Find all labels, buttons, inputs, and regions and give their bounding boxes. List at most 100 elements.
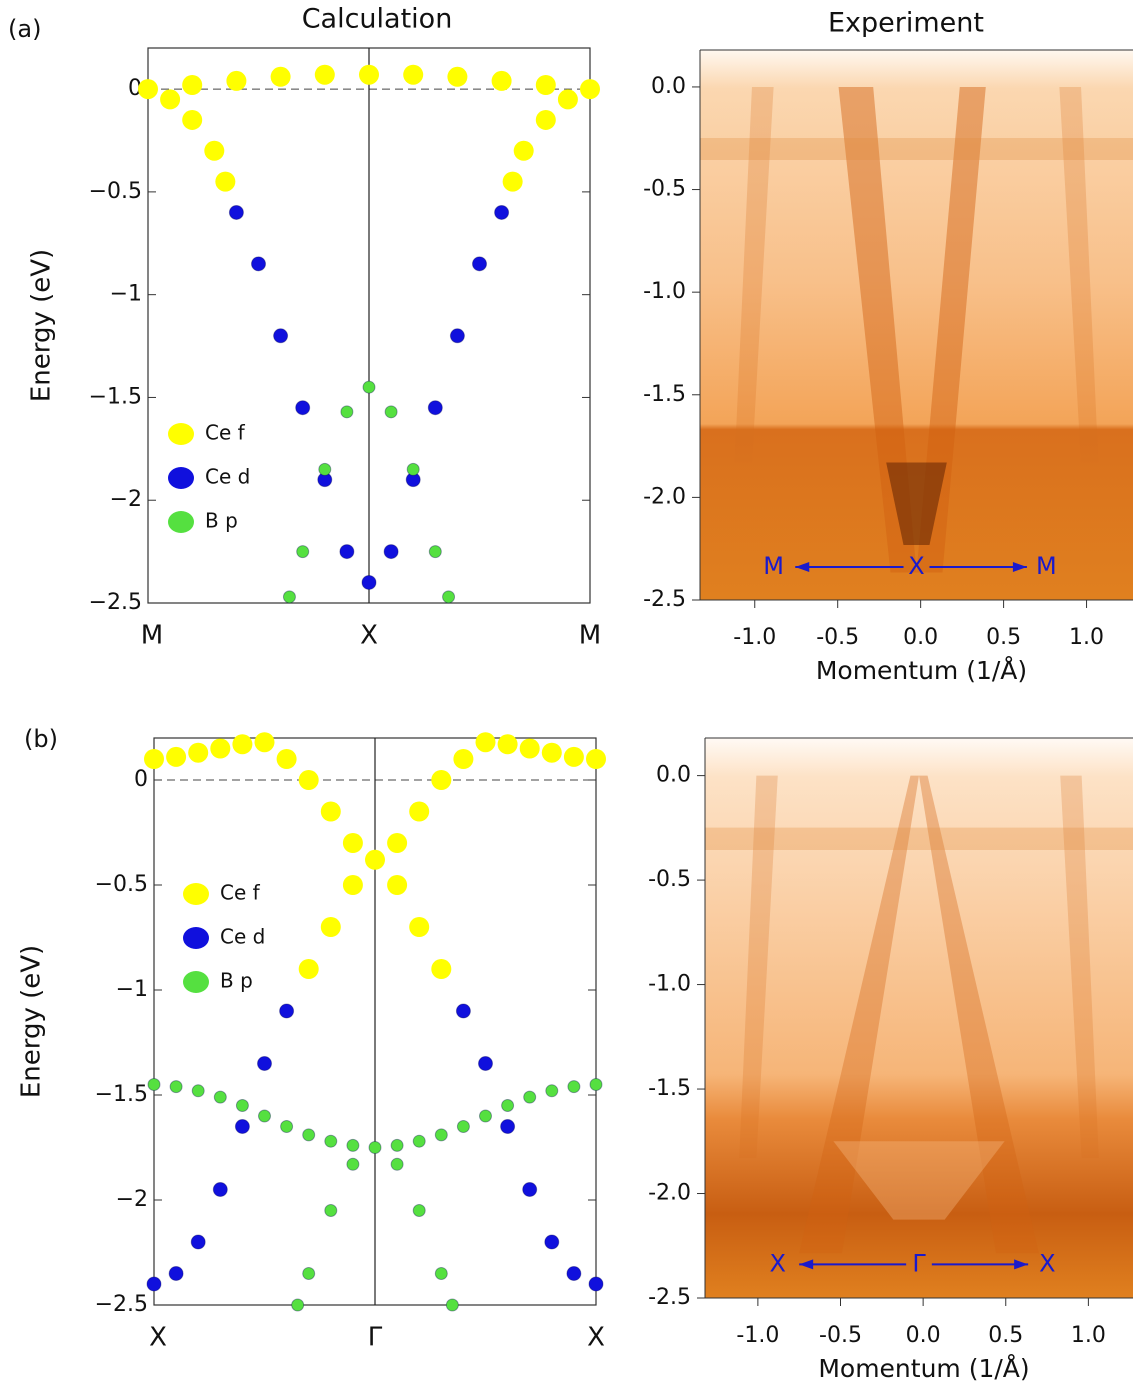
- panel: M X M −2.5 −2 −1.5 −1 −0.5 0 Energy (eV) Ce f Ce d B…: [27, 47, 601, 651]
- band-point: [257, 1056, 272, 1071]
- band-point: [434, 1267, 448, 1280]
- y-tick-label: -0.5: [648, 867, 691, 892]
- band-point: [318, 462, 332, 476]
- band-point: [442, 590, 456, 604]
- y-tick-label: −0.5: [95, 872, 148, 897]
- intensity-feature: [833, 1141, 1005, 1220]
- band-point: [541, 742, 562, 763]
- y-tick-label: −1: [110, 282, 142, 307]
- band-point: [502, 171, 523, 192]
- x-tick-label: M: [579, 621, 601, 651]
- band-point: [191, 1084, 205, 1098]
- legend-label: Ce d: [205, 465, 250, 489]
- band-point: [182, 75, 203, 95]
- band-point: [226, 70, 247, 91]
- band-point: [280, 1120, 294, 1133]
- band-point: [320, 917, 341, 937]
- band-point: [390, 1138, 404, 1152]
- intensity-feature: [799, 775, 919, 1254]
- legend-marker: [183, 971, 209, 993]
- band-point: [427, 400, 443, 416]
- band-point: [557, 89, 578, 110]
- band-point: [144, 749, 164, 769]
- band-point: [342, 875, 363, 895]
- intensity-feature: [1059, 86, 1099, 463]
- band-point: [228, 204, 244, 220]
- band-point: [232, 734, 253, 755]
- column-title: Experiment: [828, 8, 984, 39]
- band-line: [705, 827, 1133, 850]
- band-point: [368, 1141, 382, 1154]
- band-point: [544, 1234, 560, 1250]
- band-point: [210, 738, 231, 759]
- legend-label: B p: [205, 509, 238, 533]
- band-point: [188, 742, 209, 763]
- band-point: [409, 801, 430, 822]
- arrow-head: [1012, 562, 1027, 572]
- band-point: [276, 749, 297, 769]
- band-point: [491, 70, 512, 91]
- legend-label: Ce d: [220, 925, 265, 949]
- x-tick-label: -1.0: [736, 1323, 779, 1348]
- band-point: [384, 405, 398, 419]
- y-tick-label: −0.5: [89, 179, 142, 204]
- band-point: [204, 140, 225, 161]
- band-point: [455, 1003, 471, 1019]
- band-point: [586, 749, 606, 769]
- annotation: X: [770, 1249, 786, 1277]
- band-point: [434, 1128, 448, 1142]
- band-point: [138, 79, 158, 100]
- x-tick-label: Γ: [368, 1323, 383, 1353]
- y-axis-label: Energy (eV): [27, 249, 57, 402]
- intensity-feature: [1060, 775, 1099, 1158]
- band-point: [298, 770, 319, 790]
- y-tick-label: −2.5: [89, 590, 142, 615]
- band-point: [589, 1078, 603, 1091]
- x-axis-label: Momentum (1/Å): [816, 656, 1027, 685]
- y-tick-label: 0.0: [651, 74, 686, 99]
- band-point: [273, 328, 289, 344]
- band-point: [522, 1182, 538, 1197]
- arrow-head: [795, 562, 810, 572]
- band-point: [314, 64, 335, 85]
- arrow-head: [1014, 1259, 1029, 1270]
- band-point: [383, 544, 399, 560]
- x-tick-label: 0.0: [903, 625, 938, 650]
- band-point: [190, 1234, 206, 1250]
- band-point: [501, 1099, 515, 1112]
- annotation: M: [1036, 552, 1057, 580]
- band-point: [160, 89, 181, 110]
- band-point: [580, 79, 600, 100]
- band-point: [324, 1134, 338, 1148]
- band-point: [523, 1090, 537, 1104]
- band-point: [298, 959, 319, 979]
- band-point: [295, 400, 311, 416]
- panel-label: (a): [8, 15, 41, 43]
- y-tick-label: -2.0: [648, 1181, 691, 1206]
- x-tick-label: -0.5: [816, 625, 859, 650]
- band-point: [359, 64, 379, 85]
- band-point: [282, 590, 296, 604]
- panel-label: (b): [24, 725, 58, 753]
- band-point: [235, 1099, 249, 1112]
- band-point: [324, 1204, 338, 1217]
- band-point: [146, 1276, 162, 1292]
- x-tick-label: -0.5: [819, 1323, 862, 1348]
- y-tick-label: -2.0: [643, 484, 686, 509]
- band-point: [412, 1204, 426, 1217]
- band-point: [251, 256, 266, 272]
- x-tick-label: 0.5: [986, 625, 1021, 650]
- band-point: [494, 204, 510, 220]
- x-tick-label: -1.0: [733, 625, 776, 650]
- y-axis-label: Energy (eV): [17, 945, 47, 1098]
- y-tick-label: -1.5: [648, 1076, 691, 1101]
- legend-label: B p: [220, 969, 253, 993]
- band-point: [346, 1157, 360, 1171]
- annotation: Γ: [912, 1249, 926, 1277]
- band-point: [387, 875, 408, 895]
- annotation: M: [763, 552, 784, 580]
- band-point: [212, 1182, 228, 1197]
- band-point: [291, 1298, 305, 1312]
- band-point: [563, 746, 584, 767]
